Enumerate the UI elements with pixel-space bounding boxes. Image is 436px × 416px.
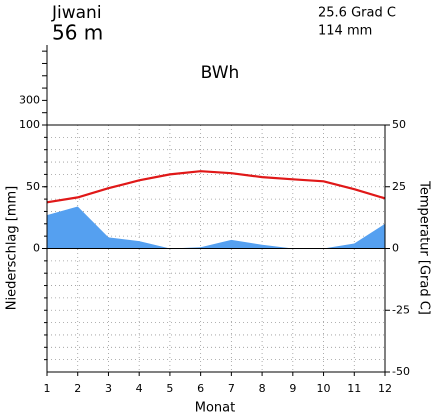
y2-tick-label: 25 bbox=[392, 180, 406, 193]
x-tick-label: 1 bbox=[44, 382, 51, 395]
climate-class: BWh bbox=[201, 63, 240, 83]
y2-tick-label: 50 bbox=[392, 118, 406, 131]
y2-tick-label: -25 bbox=[392, 303, 410, 316]
y-tick-label: 50 bbox=[26, 180, 40, 193]
y2-axis-label: Temperatur [Grad C] bbox=[417, 180, 432, 315]
x-tick-label: 4 bbox=[136, 382, 143, 395]
y-tick-label: 0 bbox=[33, 242, 40, 255]
x-tick-label: 12 bbox=[378, 382, 392, 395]
x-tick-label: 7 bbox=[228, 382, 235, 395]
x-tick-label: 10 bbox=[317, 382, 331, 395]
annual-precipitation: 114 mm bbox=[318, 24, 372, 39]
x-axis-label: Monat bbox=[195, 401, 235, 416]
y-axis-label: Niederschlag [mm] bbox=[5, 186, 20, 311]
x-tick-label: 3 bbox=[105, 382, 112, 395]
x-tick-label: 2 bbox=[74, 382, 81, 395]
upper-y-tick-label: 300 bbox=[19, 93, 40, 106]
x-tick-label: 8 bbox=[259, 382, 266, 395]
y2-tick-label: 0 bbox=[392, 242, 399, 255]
x-tick-label: 9 bbox=[289, 382, 296, 395]
temperature-line bbox=[46, 170, 386, 204]
station: Jiwani bbox=[51, 3, 102, 23]
elevation: 56 m bbox=[52, 21, 103, 45]
mean-temperature: 25.6 Grad C bbox=[318, 6, 396, 21]
precipitation-area bbox=[47, 206, 385, 249]
y-tick-label: 100 bbox=[19, 118, 40, 131]
x-tick-label: 6 bbox=[197, 382, 204, 395]
x-tick-label: 11 bbox=[347, 382, 361, 395]
x-tick-label: 5 bbox=[166, 382, 173, 395]
y2-tick-label: -50 bbox=[392, 365, 410, 378]
